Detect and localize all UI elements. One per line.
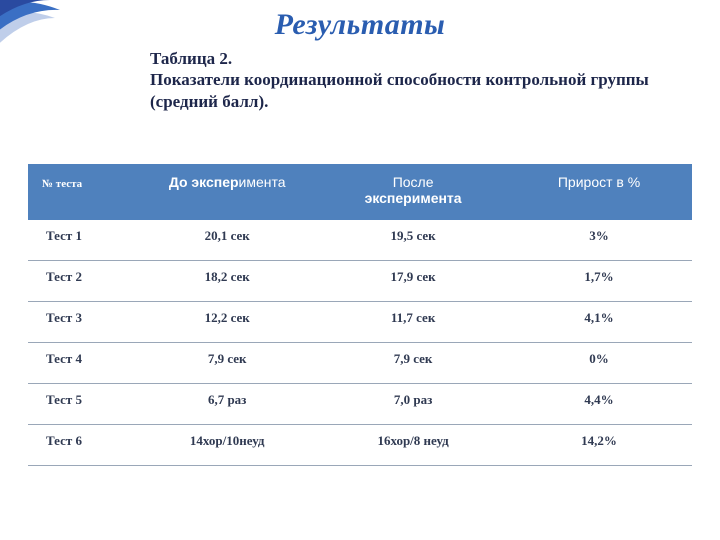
- cell-gain: 1,7%: [506, 260, 692, 301]
- cell-before: 6,7 раз: [134, 383, 320, 424]
- col-header-test-number: № теста: [28, 163, 134, 220]
- cell-gain: 4,1%: [506, 301, 692, 342]
- cell-gain: 14,2%: [506, 424, 692, 465]
- col-header-before: До эксперимента: [134, 163, 320, 220]
- cell-after: 11,7 сек: [320, 301, 506, 342]
- cell-num: Тест 6: [28, 424, 134, 465]
- table-row: Тест 120,1 сек19,5 сек3%: [28, 220, 692, 261]
- table-caption: Таблица 2. Показатели координационной сп…: [150, 48, 670, 112]
- cell-gain: 3%: [506, 220, 692, 261]
- table-row: Тест 218,2 сек17,9 сек1,7%: [28, 260, 692, 301]
- cell-before: 18,2 сек: [134, 260, 320, 301]
- results-table-container: № теста До эксперимента После эксперимен…: [28, 162, 692, 466]
- col-header-gain: Прирост в %: [506, 163, 692, 220]
- page-title: Результаты: [0, 8, 720, 42]
- table-body: Тест 120,1 сек19,5 сек3%Тест 218,2 сек17…: [28, 220, 692, 466]
- cell-after: 17,9 сек: [320, 260, 506, 301]
- caption-line-2: Показатели координационной способности к…: [150, 70, 649, 110]
- cell-gain: 4,4%: [506, 383, 692, 424]
- table-row: Тест 56,7 раз7,0 раз4,4%: [28, 383, 692, 424]
- cell-num: Тест 3: [28, 301, 134, 342]
- table-row: Тест 312,2 сек11,7 сек4,1%: [28, 301, 692, 342]
- cell-before: 20,1 сек: [134, 220, 320, 261]
- cell-before: 14хор/10неуд: [134, 424, 320, 465]
- cell-num: Тест 4: [28, 342, 134, 383]
- cell-after: 7,9 сек: [320, 342, 506, 383]
- cell-gain: 0%: [506, 342, 692, 383]
- table-header-row: № теста До эксперимента После эксперимен…: [28, 163, 692, 220]
- cell-num: Тест 5: [28, 383, 134, 424]
- cell-before: 12,2 сек: [134, 301, 320, 342]
- results-table: № теста До эксперимента После эксперимен…: [28, 162, 692, 466]
- cell-before: 7,9 сек: [134, 342, 320, 383]
- cell-after: 7,0 раз: [320, 383, 506, 424]
- cell-num: Тест 1: [28, 220, 134, 261]
- col-header-after: После эксперимента: [320, 163, 506, 220]
- table-row: Тест 47,9 сек7,9 сек0%: [28, 342, 692, 383]
- cell-after: 19,5 сек: [320, 220, 506, 261]
- cell-num: Тест 2: [28, 260, 134, 301]
- caption-line-1: Таблица 2.: [150, 49, 232, 68]
- table-row: Тест 614хор/10неуд16хор/8 неуд14,2%: [28, 424, 692, 465]
- cell-after: 16хор/8 неуд: [320, 424, 506, 465]
